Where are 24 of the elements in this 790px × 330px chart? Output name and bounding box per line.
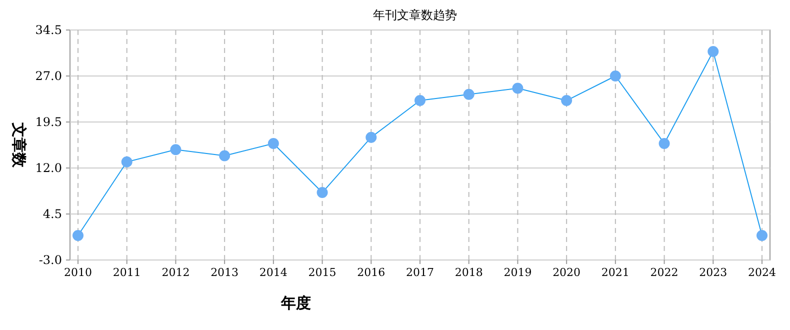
x-tick-label: 2018 (454, 266, 483, 279)
x-tick-label: 2023 (699, 266, 728, 279)
y-axis-title: 文章数 (10, 122, 28, 168)
x-tick-label: 2014 (259, 266, 288, 279)
x-tick-label: 2020 (552, 266, 581, 279)
x-tick-label: 2016 (357, 266, 386, 279)
x-axis-title: 年度 (280, 294, 311, 312)
x-tick-label: 2013 (210, 266, 239, 279)
y-tick-label: 34.5 (35, 23, 62, 37)
x-tick-label: 2015 (308, 266, 336, 279)
x-tick-label: 2017 (406, 266, 434, 279)
y-tick-label: -3.0 (38, 253, 62, 267)
x-tick-label: 2012 (162, 266, 190, 279)
x-tick-label: 2019 (504, 266, 532, 279)
chart-title: 年刊文章数趋势 (373, 8, 457, 22)
x-tick-label: 2021 (601, 266, 630, 279)
y-tick-label: 4.5 (42, 207, 62, 221)
x-tick-label: 2024 (748, 266, 776, 279)
y-tick-label: 12.0 (35, 161, 62, 175)
x-tick-label: 2022 (650, 266, 678, 279)
y-tick-label: 19.5 (35, 115, 62, 129)
x-tick-label: 2011 (112, 266, 141, 279)
x-tick-label: 2010 (64, 266, 92, 279)
y-tick-label: 27.0 (35, 69, 62, 83)
